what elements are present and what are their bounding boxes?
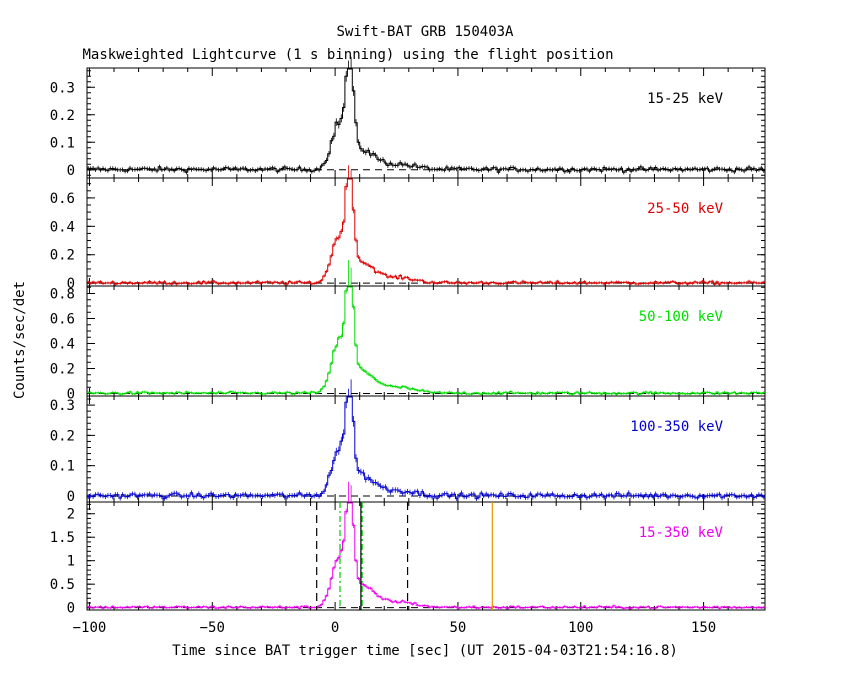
y-tick-label: 0.1 [50,459,75,475]
panel-4: 0 0.5 1 1.5 2 15-350 keV [50,481,766,617]
panel-frame [86,67,766,179]
lightcurve-series [87,286,765,395]
lightcurve-series [87,68,765,173]
band-label: 50-100 keV [639,309,724,325]
panel-frame [86,177,766,287]
y-tick-label: 0.2 [50,428,75,444]
band-label: 15-350 keV [639,525,724,541]
error-bars [87,379,765,501]
band-label: 25-50 keV [647,201,723,217]
panel-3: 0 0.1 0.2 0.3 100-350 keV [50,379,766,505]
y-tick-label: 0 [67,601,75,617]
y-tick-label: 0 [67,163,75,179]
y-tick-label: 0.6 [50,191,75,207]
y-tick-label: 0.2 [50,362,75,378]
y-tick-label: 0.4 [50,337,75,353]
y-axis-label: Counts/sec/det [12,281,28,399]
chart-title: Swift-BAT GRB 150403A [336,24,514,40]
panel-frame [86,285,766,397]
lightcurve-series [87,178,765,285]
y-tick-label: 0.3 [50,398,75,414]
x-tick-label: 150 [691,620,716,636]
panel-1: 0 0.2 0.4 0.6 25-50 keV [50,165,766,292]
error-bars [87,260,765,396]
band-label: 15-25 keV [647,91,723,107]
y-tick-label: 1 [67,554,75,570]
y-tick-label: 0.8 [50,287,75,303]
y-tick-label: 0.3 [50,80,75,96]
x-tick-label: −100 [73,620,107,636]
error-bars [87,481,765,610]
band-label: 100-350 keV [630,419,723,435]
y-tick-label: 0.4 [50,219,75,235]
panel-frame [86,501,766,611]
y-tick-label: 0.6 [50,312,75,328]
lightcurve-series [87,502,765,609]
y-tick-label: 0 [67,276,75,292]
x-tick-label: 100 [568,620,593,636]
y-tick-label: 0.2 [50,108,75,124]
error-bars [87,56,765,175]
panel-frame [86,395,766,503]
error-bars [87,165,765,286]
y-tick-label: 0.1 [50,135,75,151]
x-tick-label: −50 [200,620,225,636]
y-tick-label: 0 [67,489,75,505]
chart-subtitle: Maskweighted Lightcurve (1 s binning) us… [82,47,613,63]
x-tick-label: 50 [450,620,467,636]
y-tick-label: 0.5 [50,577,75,593]
x-axis-label: Time since BAT trigger time [sec] (UT 20… [172,643,678,659]
y-tick-label: 0 [67,387,75,403]
x-tick-label: 0 [331,620,339,636]
y-tick-label: 2 [67,507,75,523]
panel-2: 0 0.2 0.4 0.6 0.8 50-100 keV [50,260,766,403]
panel-0: 0 0.1 0.2 0.3 15-25 keV [50,56,766,179]
y-tick-label: 1.5 [50,530,75,546]
y-tick-label: 0.2 [50,248,75,264]
lightcurve-series [87,396,765,500]
